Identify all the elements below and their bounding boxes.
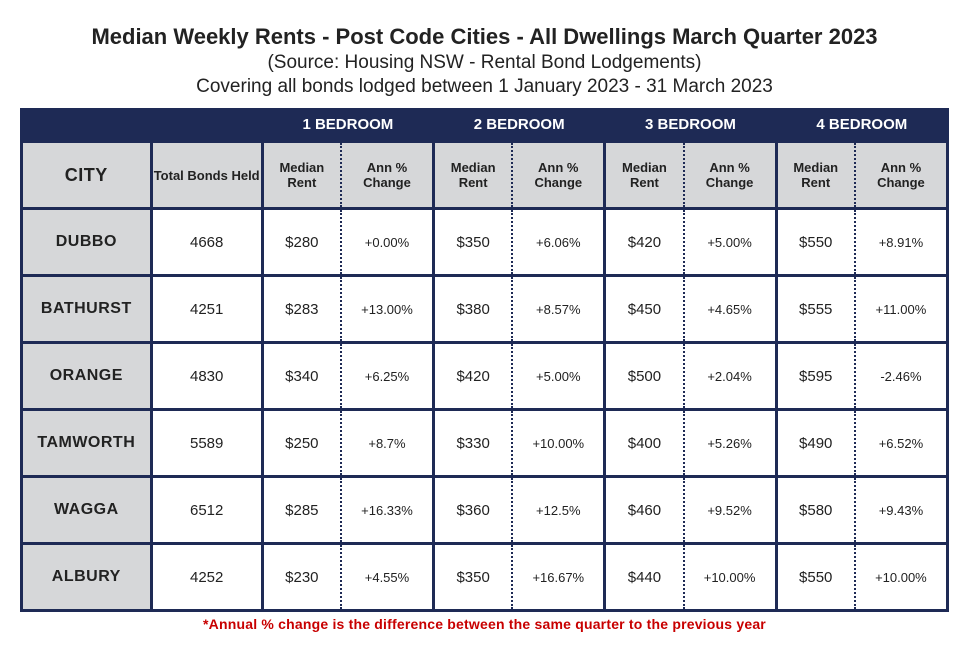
rent-cell: $340 xyxy=(262,343,341,410)
rent-cell: $450 xyxy=(605,276,684,343)
col-4br-change: Ann % Change xyxy=(855,142,948,209)
header-3-bedroom: 3 BEDROOM xyxy=(605,108,776,142)
table-row: DUBBO4668$280+0.00%$350+6.06%$420+5.00%$… xyxy=(22,209,948,276)
rent-cell: $350 xyxy=(434,209,513,276)
footnote: *Annual % change is the difference betwe… xyxy=(20,616,949,632)
rent-cell: $550 xyxy=(776,209,855,276)
rent-cell: $490 xyxy=(776,410,855,477)
header-1-bedroom: 1 BEDROOM xyxy=(262,108,433,142)
rent-cell: $280 xyxy=(262,209,341,276)
change-cell: +5.00% xyxy=(684,209,777,276)
col-2br-change: Ann % Change xyxy=(512,142,605,209)
change-cell: +6.25% xyxy=(341,343,434,410)
bonds-cell: 4252 xyxy=(151,544,262,611)
bonds-cell: 6512 xyxy=(151,477,262,544)
change-cell: -2.46% xyxy=(855,343,948,410)
table-row: ALBURY4252$230+4.55%$350+16.67%$440+10.0… xyxy=(22,544,948,611)
change-cell: +10.00% xyxy=(855,544,948,611)
city-cell: ORANGE xyxy=(22,343,152,410)
col-city: CITY xyxy=(22,142,152,209)
bonds-cell: 4251 xyxy=(151,276,262,343)
rent-cell: $460 xyxy=(605,477,684,544)
bonds-cell: 4830 xyxy=(151,343,262,410)
change-cell: +4.55% xyxy=(341,544,434,611)
rent-cell: $550 xyxy=(776,544,855,611)
rent-cell: $595 xyxy=(776,343,855,410)
city-cell: TAMWORTH xyxy=(22,410,152,477)
bonds-cell: 5589 xyxy=(151,410,262,477)
city-cell: DUBBO xyxy=(22,209,152,276)
page-subtitle: (Source: Housing NSW - Rental Bond Lodge… xyxy=(20,52,949,74)
change-cell: +11.00% xyxy=(855,276,948,343)
city-cell: ALBURY xyxy=(22,544,152,611)
col-4br-rent: Median Rent xyxy=(776,142,855,209)
col-1br-change: Ann % Change xyxy=(341,142,434,209)
change-cell: +9.43% xyxy=(855,477,948,544)
col-1br-rent: Median Rent xyxy=(262,142,341,209)
table-body: DUBBO4668$280+0.00%$350+6.06%$420+5.00%$… xyxy=(22,209,948,611)
rent-cell: $360 xyxy=(434,477,513,544)
change-cell: +8.7% xyxy=(341,410,434,477)
table-row: ORANGE4830$340+6.25%$420+5.00%$500+2.04%… xyxy=(22,343,948,410)
bonds-cell: 4668 xyxy=(151,209,262,276)
change-cell: +5.00% xyxy=(512,343,605,410)
change-cell: +16.33% xyxy=(341,477,434,544)
rent-cell: $400 xyxy=(605,410,684,477)
table-row: BATHURST4251$283+13.00%$380+8.57%$450+4.… xyxy=(22,276,948,343)
change-cell: +13.00% xyxy=(341,276,434,343)
rent-cell: $500 xyxy=(605,343,684,410)
rent-cell: $580 xyxy=(776,477,855,544)
city-cell: WAGGA xyxy=(22,477,152,544)
col-3br-rent: Median Rent xyxy=(605,142,684,209)
sub-header-row: CITY Total Bonds Held Median Rent Ann % … xyxy=(22,142,948,209)
change-cell: +6.52% xyxy=(855,410,948,477)
change-cell: +12.5% xyxy=(512,477,605,544)
change-cell: +9.52% xyxy=(684,477,777,544)
change-cell: +2.04% xyxy=(684,343,777,410)
change-cell: +10.00% xyxy=(684,544,777,611)
rent-cell: $420 xyxy=(605,209,684,276)
col-2br-rent: Median Rent xyxy=(434,142,513,209)
page-title: Median Weekly Rents - Post Code Cities -… xyxy=(20,24,949,50)
rent-cell: $330 xyxy=(434,410,513,477)
table-row: TAMWORTH5589$250+8.7%$330+10.00%$400+5.2… xyxy=(22,410,948,477)
change-cell: +10.00% xyxy=(512,410,605,477)
rent-cell: $380 xyxy=(434,276,513,343)
rent-cell: $285 xyxy=(262,477,341,544)
rent-cell: $350 xyxy=(434,544,513,611)
change-cell: +6.06% xyxy=(512,209,605,276)
table-row: WAGGA6512$285+16.33%$360+12.5%$460+9.52%… xyxy=(22,477,948,544)
rent-cell: $555 xyxy=(776,276,855,343)
rent-cell: $420 xyxy=(434,343,513,410)
rent-cell: $250 xyxy=(262,410,341,477)
rent-cell: $283 xyxy=(262,276,341,343)
change-cell: +8.57% xyxy=(512,276,605,343)
change-cell: +8.91% xyxy=(855,209,948,276)
page-coverage: Covering all bonds lodged between 1 Janu… xyxy=(20,76,949,98)
change-cell: +0.00% xyxy=(341,209,434,276)
bedroom-header-row: 1 BEDROOM 2 BEDROOM 3 BEDROOM 4 BEDROOM xyxy=(22,108,948,142)
change-cell: +5.26% xyxy=(684,410,777,477)
col-3br-change: Ann % Change xyxy=(684,142,777,209)
header-4-bedroom: 4 BEDROOM xyxy=(776,108,947,142)
rent-cell: $230 xyxy=(262,544,341,611)
header-blank xyxy=(22,108,263,142)
header-2-bedroom: 2 BEDROOM xyxy=(434,108,605,142)
city-cell: BATHURST xyxy=(22,276,152,343)
col-bonds: Total Bonds Held xyxy=(151,142,262,209)
change-cell: +16.67% xyxy=(512,544,605,611)
rent-cell: $440 xyxy=(605,544,684,611)
rents-table: 1 BEDROOM 2 BEDROOM 3 BEDROOM 4 BEDROOM … xyxy=(20,108,949,612)
change-cell: +4.65% xyxy=(684,276,777,343)
